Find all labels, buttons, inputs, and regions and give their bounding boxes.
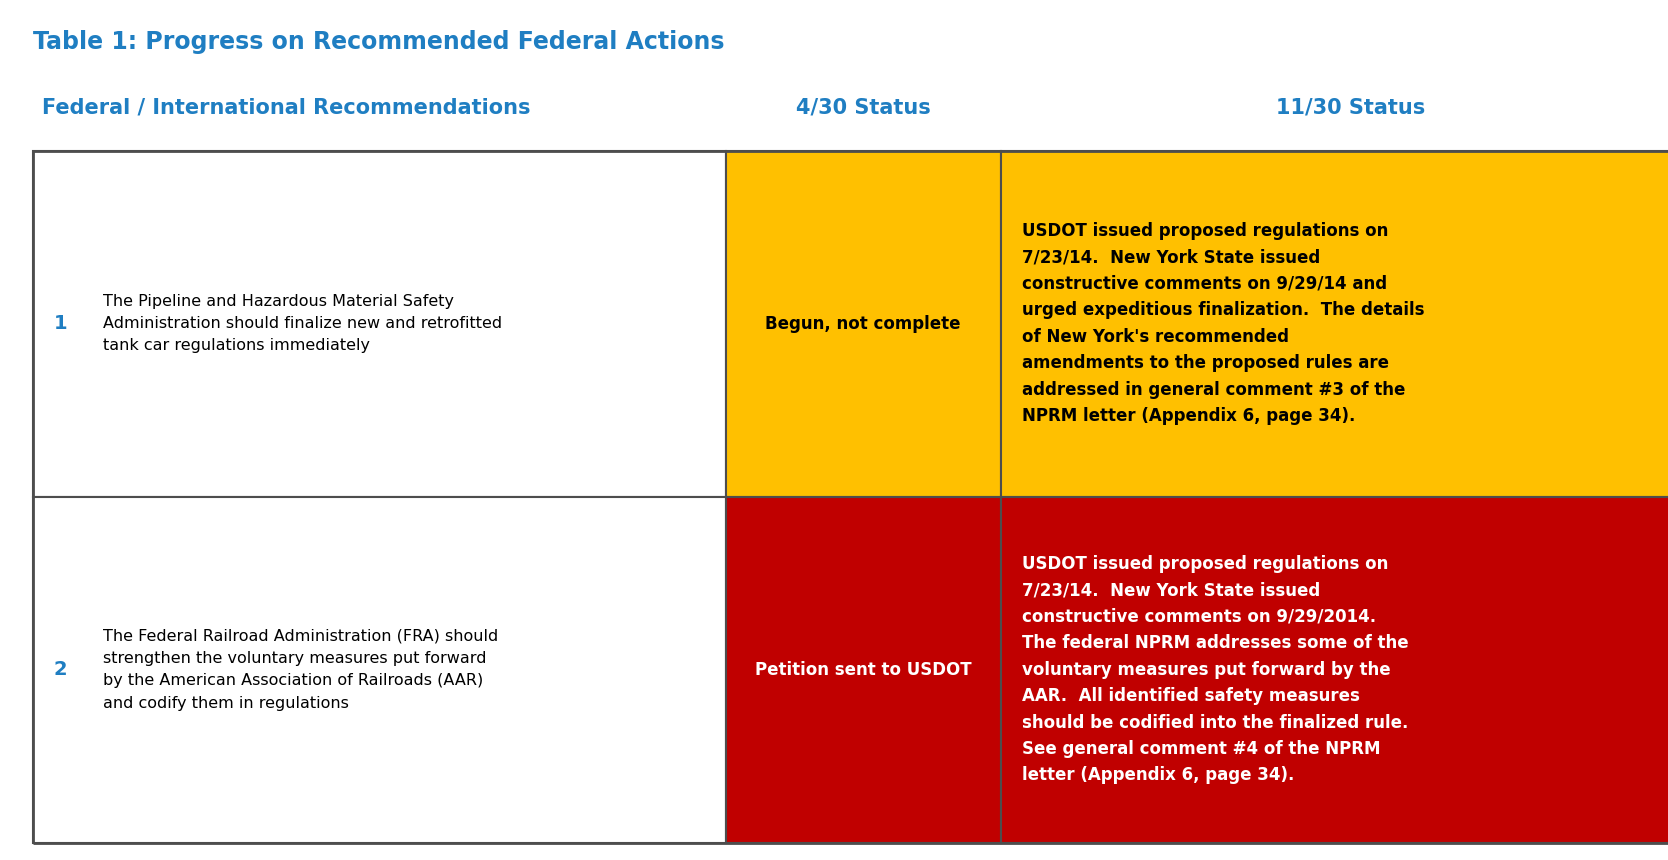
Text: Begun, not complete: Begun, not complete: [766, 315, 961, 333]
Bar: [33, 496, 726, 843]
Bar: [1001, 496, 1668, 843]
Text: 2: 2: [53, 660, 67, 679]
Text: USDOT issued proposed regulations on
7/23/14.  New York State issued
constructiv: USDOT issued proposed regulations on 7/2…: [1022, 222, 1424, 425]
Text: 11/30 Status: 11/30 Status: [1276, 97, 1426, 118]
Bar: [1001, 150, 1668, 497]
Text: 1: 1: [53, 314, 67, 333]
Text: The Federal Railroad Administration (FRA) should
strengthen the voluntary measur: The Federal Railroad Administration (FRA…: [103, 629, 499, 710]
Bar: [33, 150, 726, 497]
Text: 4/30 Status: 4/30 Status: [796, 97, 931, 118]
Text: Table 1: Progress on Recommended Federal Actions: Table 1: Progress on Recommended Federal…: [33, 30, 726, 54]
Bar: [726, 496, 1001, 843]
Text: USDOT issued proposed regulations on
7/23/14.  New York State issued
constructiv: USDOT issued proposed regulations on 7/2…: [1022, 555, 1409, 784]
Text: Petition sent to USDOT: Petition sent to USDOT: [756, 660, 971, 679]
Bar: [33, 150, 1668, 843]
Bar: [726, 150, 1001, 497]
Text: The Pipeline and Hazardous Material Safety
Administration should finalize new an: The Pipeline and Hazardous Material Safe…: [103, 294, 502, 353]
Text: Federal / International Recommendations: Federal / International Recommendations: [42, 97, 530, 118]
